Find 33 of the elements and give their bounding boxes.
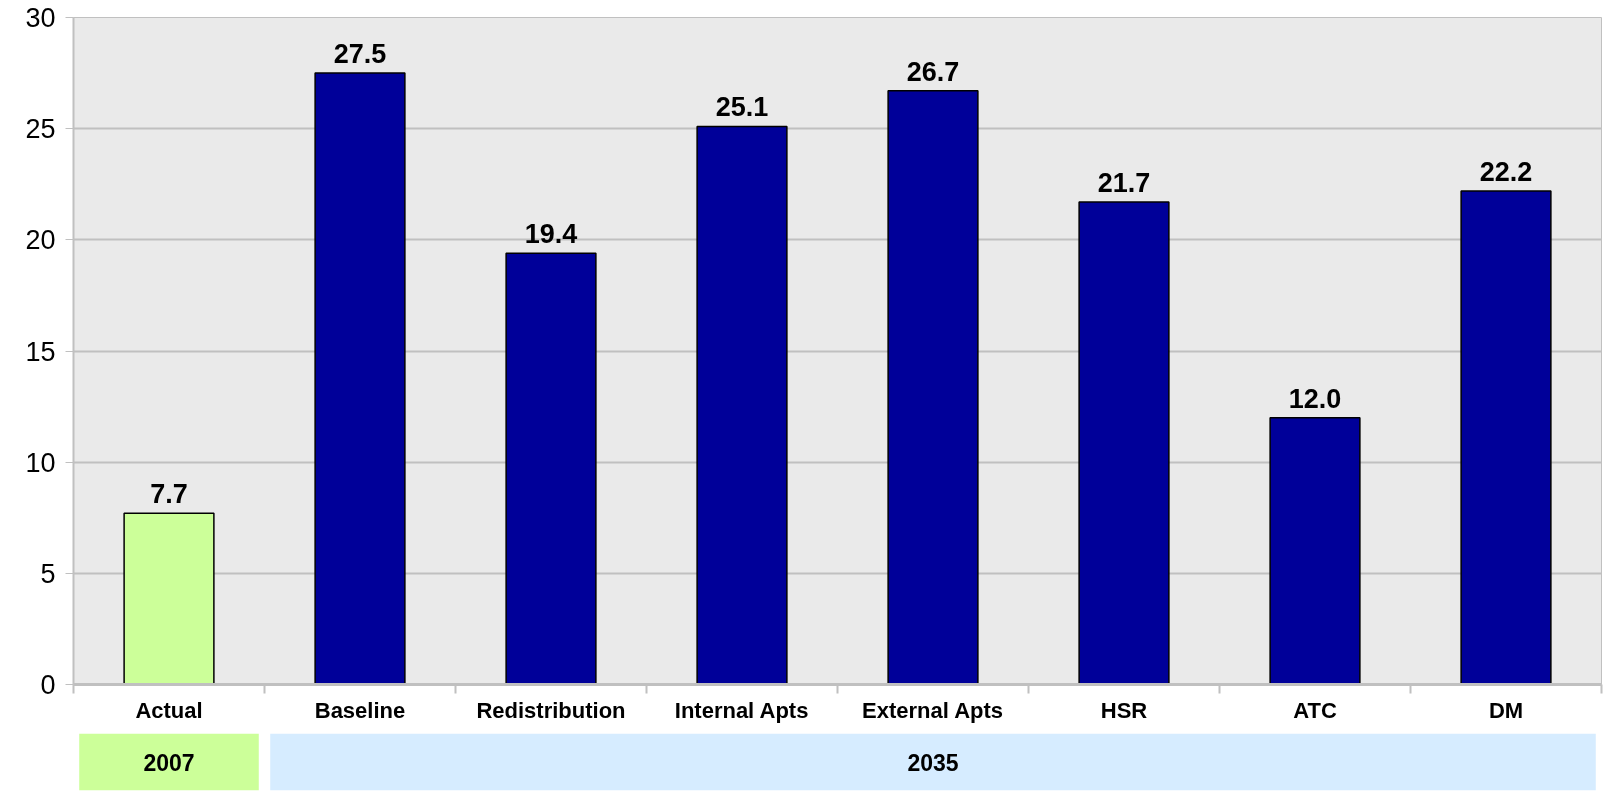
data-label: 7.7: [150, 479, 188, 510]
y-tick-label: 25: [25, 114, 56, 145]
y-tick-label: 10: [25, 447, 56, 478]
x-tick-label: External Apts: [862, 697, 1004, 723]
text: 2035: [907, 749, 959, 776]
bar: [123, 512, 215, 685]
y-tick-label: 5: [40, 558, 56, 589]
x-tick-label: Redistribution: [476, 697, 626, 723]
bar: [1078, 201, 1170, 685]
x-tick-label: DM: [1488, 697, 1524, 723]
bar: [505, 252, 597, 685]
bar: [1269, 416, 1361, 685]
y-tick-label: 30: [25, 3, 56, 33]
y-tick-label: 20: [25, 225, 56, 256]
x-tick-label: ATC: [1293, 697, 1337, 723]
x-tick-label: Baseline: [314, 697, 406, 723]
bar: [887, 90, 979, 685]
bar: [1460, 190, 1552, 685]
bar: [314, 72, 406, 685]
y-tick-label: 0: [40, 670, 56, 700]
data-label: 12.0: [1288, 383, 1342, 414]
x-tick-label: Internal Apts: [674, 697, 809, 723]
data-label: 27.5: [333, 39, 387, 70]
data-label: 26.7: [906, 56, 960, 87]
x-tick-label: HSR: [1100, 697, 1148, 723]
y-tick-label: 15: [25, 336, 56, 367]
data-label: 22.2: [1479, 156, 1533, 187]
x-tick-label: Actual: [135, 697, 203, 723]
data-label: 21.7: [1097, 168, 1151, 199]
data-label: 25.1: [715, 92, 769, 123]
data-label: 19.4: [524, 219, 578, 250]
text: 2007: [143, 749, 195, 776]
bar: [696, 125, 788, 685]
